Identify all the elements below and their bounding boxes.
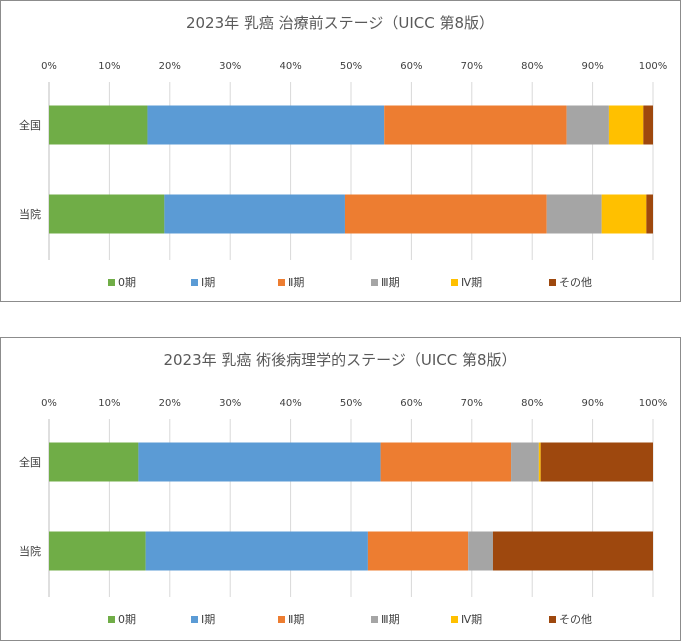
bar-segment — [49, 442, 139, 482]
chart-panel-pretreatment: 2023年 乳癌 治療前ステージ（UICC 第8版） 0% 10% 20% 30% 40%… — [0, 0, 681, 302]
bar-segment — [380, 442, 512, 482]
chart-title: 2023年 乳癌 治療前ステージ（UICC 第8版） — [186, 14, 494, 32]
bar-segment — [540, 442, 653, 482]
legend-label: Ⅰ期 — [201, 613, 215, 626]
bar-segment — [468, 531, 493, 571]
bar-segment — [566, 105, 609, 145]
legend-swatch — [371, 616, 378, 623]
category-label: 当院 — [19, 544, 41, 558]
x-tick-label: 30% — [219, 398, 241, 409]
x-tick-label: 50% — [340, 61, 362, 72]
x-tick-label: 50% — [340, 398, 362, 409]
legend-label: Ⅲ期 — [381, 613, 400, 626]
category-label: 当院 — [19, 207, 41, 221]
legend-label: その他 — [559, 276, 592, 289]
bar-segment — [608, 105, 644, 145]
bar-segment — [646, 194, 653, 234]
legend-swatch — [278, 616, 285, 623]
chart-title: 2023年 乳癌 術後病理学的ステージ（UICC 第8版） — [163, 351, 516, 369]
x-tick-label: 80% — [521, 61, 543, 72]
category-label: 全国 — [19, 118, 41, 132]
x-tick-label: 40% — [279, 398, 301, 409]
category-label: 全国 — [19, 455, 41, 469]
x-tick-label: 60% — [400, 61, 422, 72]
legend-label: その他 — [559, 613, 592, 626]
x-tick-label: 20% — [159, 398, 181, 409]
x-tick-label: 100% — [639, 61, 668, 72]
x-tick-label: 80% — [521, 398, 543, 409]
legend-label: Ⅳ期 — [461, 276, 482, 289]
bar-segment — [601, 194, 647, 234]
legend-label: Ⅱ期 — [288, 613, 304, 626]
x-tick-label: 60% — [400, 398, 422, 409]
x-tick-label: 30% — [219, 61, 241, 72]
stacked-bar-chart-postoperative: 2023年 乳癌 術後病理学的ステージ（UICC 第8版） 0% 10% 20% 30%… — [19, 351, 668, 626]
legend-label: 0期 — [118, 276, 136, 289]
x-tick-label: 0% — [41, 398, 57, 409]
bar-segment — [492, 531, 653, 571]
legend-swatch — [549, 279, 556, 286]
bar-segment — [49, 194, 165, 234]
legend-swatch — [278, 279, 285, 286]
bar-segment — [643, 105, 653, 145]
legend-swatch — [191, 616, 198, 623]
legend-label: 0期 — [118, 613, 136, 626]
bar-segment — [138, 442, 381, 482]
bar-segment — [49, 531, 146, 571]
bar-segment — [49, 105, 148, 145]
x-tick-label: 20% — [159, 61, 181, 72]
bar-segment — [145, 531, 368, 571]
x-tick-label: 70% — [461, 61, 483, 72]
legend-swatch — [451, 616, 458, 623]
bar-segment — [546, 194, 602, 234]
x-tick-label: 100% — [639, 398, 668, 409]
bar-segment — [164, 194, 345, 234]
x-tick-label: 90% — [581, 398, 603, 409]
x-tick-label: 10% — [98, 398, 120, 409]
legend-swatch — [549, 616, 556, 623]
x-tick-label: 40% — [279, 61, 301, 72]
x-tick-label: 70% — [461, 398, 483, 409]
legend-swatch — [451, 279, 458, 286]
chart-panel-postoperative: 2023年 乳癌 術後病理学的ステージ（UICC 第8版） 0% 10% 20% 30%… — [0, 337, 681, 641]
legend-swatch — [108, 279, 115, 286]
x-tick-label: 10% — [98, 61, 120, 72]
bar-segment — [511, 442, 539, 482]
bar-segment — [344, 194, 547, 234]
bar-segment — [538, 442, 541, 482]
legend-swatch — [108, 616, 115, 623]
legend-label: Ⅳ期 — [461, 613, 482, 626]
bar-segment — [367, 531, 469, 571]
legend-swatch — [371, 279, 378, 286]
x-tick-label: 0% — [41, 61, 57, 72]
bar-segment — [384, 105, 567, 145]
legend-swatch — [191, 279, 198, 286]
legend-label: Ⅲ期 — [381, 276, 400, 289]
legend-label: Ⅱ期 — [288, 276, 304, 289]
stacked-bar-chart-pretreatment: 2023年 乳癌 治療前ステージ（UICC 第8版） 0% 10% 20% 30% 40%… — [19, 14, 668, 289]
x-tick-label: 90% — [581, 61, 603, 72]
legend-label: Ⅰ期 — [201, 276, 215, 289]
bar-segment — [147, 105, 385, 145]
